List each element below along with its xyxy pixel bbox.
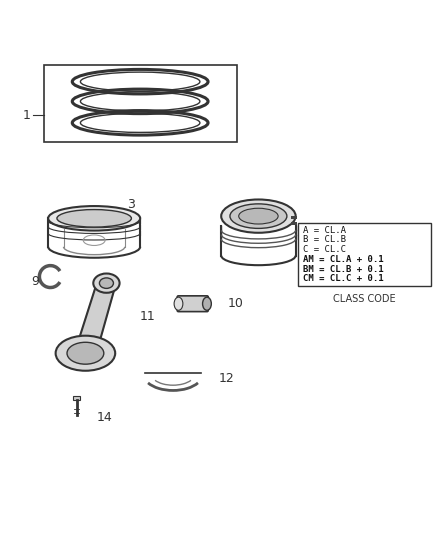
Text: 1: 1: [23, 109, 31, 122]
Text: 10: 10: [228, 297, 244, 310]
Text: AM = CL.A + 0.1: AM = CL.A + 0.1: [303, 255, 384, 264]
Ellipse shape: [57, 209, 131, 227]
FancyBboxPatch shape: [44, 65, 237, 142]
Ellipse shape: [48, 206, 140, 231]
Ellipse shape: [230, 204, 287, 229]
Polygon shape: [74, 283, 116, 353]
Ellipse shape: [202, 297, 212, 310]
Ellipse shape: [93, 273, 120, 293]
Text: BM = CL.B + 0.1: BM = CL.B + 0.1: [303, 265, 384, 274]
Ellipse shape: [174, 297, 183, 310]
Bar: [73, 395, 80, 400]
Ellipse shape: [56, 336, 115, 371]
Text: C = CL.C: C = CL.C: [303, 245, 346, 254]
Text: 3: 3: [127, 198, 135, 211]
Text: 14: 14: [96, 411, 112, 424]
Ellipse shape: [239, 208, 278, 224]
Ellipse shape: [67, 342, 104, 364]
Ellipse shape: [99, 278, 113, 288]
Text: CM = CL.C + 0.1: CM = CL.C + 0.1: [303, 274, 384, 284]
Text: CLASS CODE: CLASS CODE: [333, 294, 396, 304]
Text: 9: 9: [32, 276, 39, 288]
Bar: [291, 216, 297, 219]
Ellipse shape: [221, 199, 296, 233]
Text: 12: 12: [219, 372, 235, 385]
Text: B = CL.B: B = CL.B: [303, 236, 346, 245]
Text: A = CL.A: A = CL.A: [303, 225, 346, 235]
FancyBboxPatch shape: [177, 296, 208, 312]
FancyBboxPatch shape: [298, 223, 431, 286]
Bar: [291, 222, 297, 225]
Text: 11: 11: [140, 310, 156, 324]
